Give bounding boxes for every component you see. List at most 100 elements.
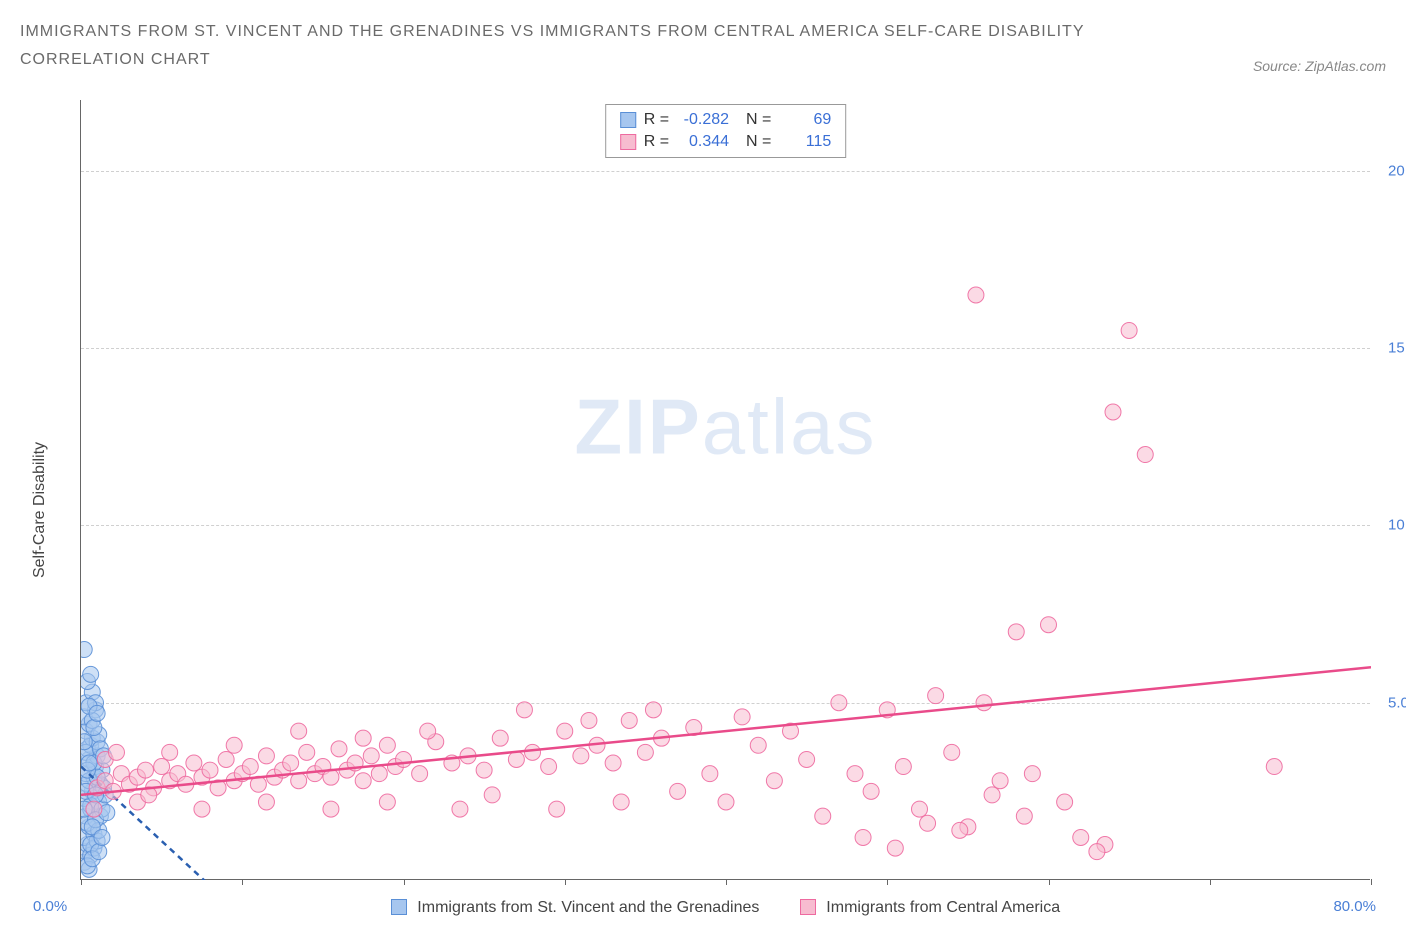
stat-n-label: N =: [737, 131, 771, 153]
y-tick-label: 20.0%: [1376, 162, 1406, 179]
data-point: [355, 730, 371, 746]
plot-area: ZIPatlas R = -0.282 N = 69 R = 0.344 N =…: [80, 100, 1370, 880]
data-point: [928, 688, 944, 704]
data-point: [1121, 322, 1137, 338]
data-point: [363, 748, 379, 764]
data-point: [855, 829, 871, 845]
swatch-icon: [391, 899, 407, 915]
data-point: [218, 751, 234, 767]
stat-r-value: 0.344: [677, 131, 729, 153]
data-point: [86, 720, 102, 736]
data-point: [420, 723, 436, 739]
data-point: [258, 794, 274, 810]
data-point: [541, 759, 557, 775]
data-point: [815, 808, 831, 824]
data-point: [847, 766, 863, 782]
data-point: [226, 737, 242, 753]
trend-line: [81, 667, 1371, 795]
data-point: [702, 766, 718, 782]
data-point: [1073, 829, 1089, 845]
data-point: [476, 762, 492, 778]
data-point: [492, 730, 508, 746]
stats-row: R = 0.344 N = 115: [620, 131, 832, 153]
data-point: [86, 801, 102, 817]
data-point: [637, 744, 653, 760]
data-point: [734, 709, 750, 725]
data-point: [371, 766, 387, 782]
data-point: [621, 712, 637, 728]
legend-item: Immigrants from Central America: [800, 899, 1060, 917]
data-point: [670, 783, 686, 799]
data-point: [81, 734, 92, 750]
data-point: [1105, 404, 1121, 420]
stat-n-value: 69: [779, 109, 831, 131]
bottom-legend: Immigrants from St. Vincent and the Gren…: [81, 899, 1370, 917]
swatch-icon: [620, 134, 636, 150]
data-point: [154, 759, 170, 775]
data-point: [516, 702, 532, 718]
data-point: [94, 829, 110, 845]
data-point: [412, 766, 428, 782]
data-point: [863, 783, 879, 799]
data-point: [557, 723, 573, 739]
y-tick-label: 10.0%: [1376, 517, 1406, 534]
data-point: [379, 794, 395, 810]
data-point: [108, 744, 124, 760]
data-point: [89, 705, 105, 721]
stat-r-label: R =: [644, 109, 669, 131]
data-point: [549, 801, 565, 817]
data-point: [83, 666, 99, 682]
data-point: [1016, 808, 1032, 824]
x-tick: [1371, 879, 1372, 885]
stats-row: R = -0.282 N = 69: [620, 109, 832, 131]
data-point: [162, 744, 178, 760]
data-point: [952, 822, 968, 838]
stat-r-value: -0.282: [677, 109, 729, 131]
data-point: [452, 801, 468, 817]
data-point: [355, 773, 371, 789]
data-point: [992, 773, 1008, 789]
x-axis-min-label: 0.0%: [33, 898, 67, 915]
stat-n-label: N =: [737, 109, 771, 131]
data-point: [605, 755, 621, 771]
data-point: [508, 751, 524, 767]
data-point: [1266, 759, 1282, 775]
data-point: [920, 815, 936, 831]
stat-n-value: 115: [779, 131, 831, 153]
data-point: [968, 287, 984, 303]
data-point: [1041, 617, 1057, 633]
data-point: [242, 759, 258, 775]
data-point: [645, 702, 661, 718]
legend-label: Immigrants from Central America: [826, 899, 1060, 916]
data-point: [766, 773, 782, 789]
data-point: [887, 840, 903, 856]
y-axis-label: Self-Care Disability: [31, 442, 49, 578]
legend-item: Immigrants from St. Vincent and the Gren…: [391, 899, 760, 917]
data-point: [299, 744, 315, 760]
data-point: [944, 744, 960, 760]
data-point: [186, 755, 202, 771]
data-point: [91, 844, 107, 860]
source-text: Source: ZipAtlas.com: [1253, 58, 1386, 74]
scatter-svg: [81, 100, 1371, 880]
legend-label: Immigrants from St. Vincent and the Gren…: [417, 899, 759, 916]
data-point: [484, 787, 500, 803]
data-point: [1089, 844, 1105, 860]
data-point: [1008, 624, 1024, 640]
data-point: [895, 759, 911, 775]
stat-r-label: R =: [644, 131, 669, 153]
chart-title: IMMIGRANTS FROM ST. VINCENT AND THE GREN…: [20, 18, 1120, 74]
data-point: [984, 787, 1000, 803]
data-point: [138, 762, 154, 778]
data-point: [396, 751, 412, 767]
chart-container: Self-Care Disability ZIPatlas R = -0.282…: [50, 100, 1380, 920]
y-tick-label: 5.0%: [1376, 694, 1406, 711]
data-point: [194, 801, 210, 817]
data-point: [831, 695, 847, 711]
data-point: [1057, 794, 1073, 810]
data-point: [379, 737, 395, 753]
data-point: [976, 695, 992, 711]
data-point: [258, 748, 274, 764]
y-tick-label: 15.0%: [1376, 340, 1406, 357]
data-point: [799, 751, 815, 767]
